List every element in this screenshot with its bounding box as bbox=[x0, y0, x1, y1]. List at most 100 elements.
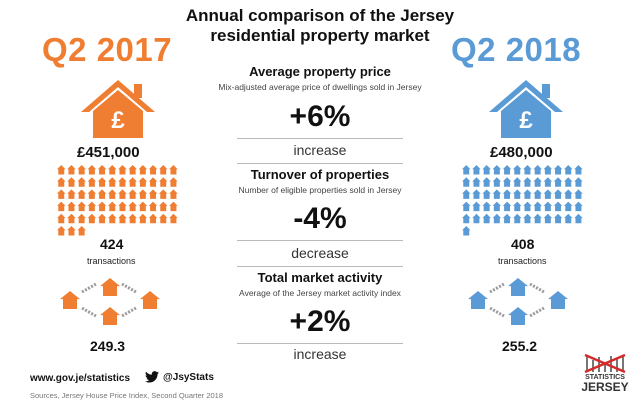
house-icon bbox=[159, 177, 168, 187]
house-icon bbox=[564, 177, 573, 187]
statistics-jersey-logo bbox=[584, 353, 626, 374]
section-title-activity: Total market activity bbox=[257, 270, 383, 285]
house-icon bbox=[508, 307, 528, 325]
twitter-handle: @JsyStats bbox=[163, 371, 214, 383]
house-icon bbox=[108, 213, 117, 224]
house-icon bbox=[462, 201, 471, 212]
house-icon bbox=[57, 201, 66, 212]
house-icon bbox=[523, 201, 532, 212]
house-icon bbox=[159, 213, 168, 224]
house-icon bbox=[472, 213, 481, 224]
direction-price: increase bbox=[293, 142, 347, 158]
house-icon bbox=[462, 165, 471, 175]
house-icon bbox=[67, 213, 76, 224]
website-link[interactable]: www.gov.je/statistics bbox=[30, 373, 131, 384]
cycle-arrow bbox=[529, 282, 545, 294]
house-icon bbox=[513, 189, 522, 199]
house-icon bbox=[492, 213, 502, 224]
house-icon bbox=[108, 165, 117, 175]
house-pound-icon-2018: £ bbox=[489, 80, 563, 138]
divider bbox=[237, 240, 403, 241]
house-icon bbox=[108, 201, 117, 212]
house-icon bbox=[553, 177, 563, 187]
house-icon bbox=[128, 189, 137, 199]
house-icon bbox=[57, 165, 66, 175]
house-icon bbox=[100, 307, 120, 325]
house-icon bbox=[169, 201, 178, 212]
direction-activity: increase bbox=[293, 346, 347, 362]
house-icon bbox=[87, 177, 97, 187]
house-icon bbox=[482, 201, 491, 212]
activity-index-2017: 249.3 bbox=[90, 338, 126, 354]
house-icon bbox=[462, 213, 471, 224]
change-price: +6% bbox=[289, 100, 351, 133]
section-subtitle-price: Mix-adjusted average price of dwellings … bbox=[218, 82, 422, 92]
house-icon bbox=[513, 165, 522, 175]
house-icon bbox=[482, 213, 491, 224]
cycle-arrow bbox=[81, 282, 97, 294]
house-icon bbox=[118, 165, 127, 175]
house-icon bbox=[533, 165, 542, 175]
section-subtitle-turnover: Number of eligible properties sold in Je… bbox=[238, 185, 402, 195]
cycle-arrow bbox=[489, 306, 505, 318]
house-icon bbox=[513, 177, 522, 187]
house-icon bbox=[87, 189, 97, 199]
house-icon bbox=[67, 165, 76, 175]
house-icon bbox=[118, 201, 127, 212]
house-icon bbox=[553, 189, 563, 199]
house-icon bbox=[472, 165, 481, 175]
house-icon bbox=[77, 226, 86, 236]
house-icon bbox=[462, 226, 471, 236]
house-icon bbox=[67, 189, 76, 199]
house-icon bbox=[77, 177, 86, 187]
house-icon bbox=[502, 201, 512, 212]
house-icon bbox=[533, 189, 542, 199]
logo-text-jersey: JERSEY bbox=[581, 380, 629, 394]
house-icon bbox=[543, 201, 553, 212]
house-icon bbox=[523, 189, 532, 199]
house-icon bbox=[553, 213, 563, 224]
house-icon bbox=[148, 189, 158, 199]
house-icon bbox=[118, 177, 127, 187]
divider bbox=[237, 138, 403, 139]
house-icon bbox=[138, 177, 148, 187]
house-icon bbox=[97, 213, 107, 224]
house-icon bbox=[60, 291, 80, 309]
cycle-arrow bbox=[489, 282, 505, 294]
house-icon bbox=[564, 201, 573, 212]
title-line-1: Annual comparison of the Jersey bbox=[185, 6, 455, 25]
house-icon bbox=[472, 189, 481, 199]
transactions-count-2017: 424 bbox=[100, 236, 124, 252]
average-price-2018: £480,000 bbox=[490, 144, 553, 161]
page-title: Annual comparison of the Jersey resident… bbox=[150, 6, 490, 46]
house-icon bbox=[57, 226, 66, 236]
average-price-2017: £451,000 bbox=[77, 144, 140, 161]
house-icon bbox=[543, 189, 553, 199]
house-icon bbox=[543, 213, 553, 224]
house-icon bbox=[553, 165, 563, 175]
house-icon bbox=[128, 177, 137, 187]
house-icon bbox=[97, 165, 107, 175]
house-icon bbox=[533, 213, 542, 224]
divider bbox=[237, 343, 403, 344]
house-icon bbox=[502, 213, 512, 224]
house-icon bbox=[513, 213, 522, 224]
twitter-link[interactable]: @JsyStats bbox=[145, 371, 214, 383]
house-pound-icon-2017: £ bbox=[81, 80, 155, 138]
svg-text:£: £ bbox=[519, 107, 533, 134]
house-icon bbox=[67, 201, 76, 212]
section-title-price: Average property price bbox=[249, 64, 391, 79]
house-icon bbox=[482, 177, 491, 187]
house-icon bbox=[57, 189, 66, 199]
transactions-grid-2017 bbox=[57, 165, 178, 236]
house-icon bbox=[138, 201, 148, 212]
transactions-grid-2018 bbox=[462, 165, 583, 236]
source-note: Sources, Jersey House Price Index, Secon… bbox=[30, 391, 224, 400]
change-activity: +2% bbox=[289, 305, 351, 338]
house-icon bbox=[97, 177, 107, 187]
house-icon bbox=[523, 165, 532, 175]
cycle-arrow bbox=[121, 282, 137, 294]
house-icon bbox=[169, 189, 178, 199]
house-icon bbox=[169, 177, 178, 187]
house-icon bbox=[138, 165, 148, 175]
